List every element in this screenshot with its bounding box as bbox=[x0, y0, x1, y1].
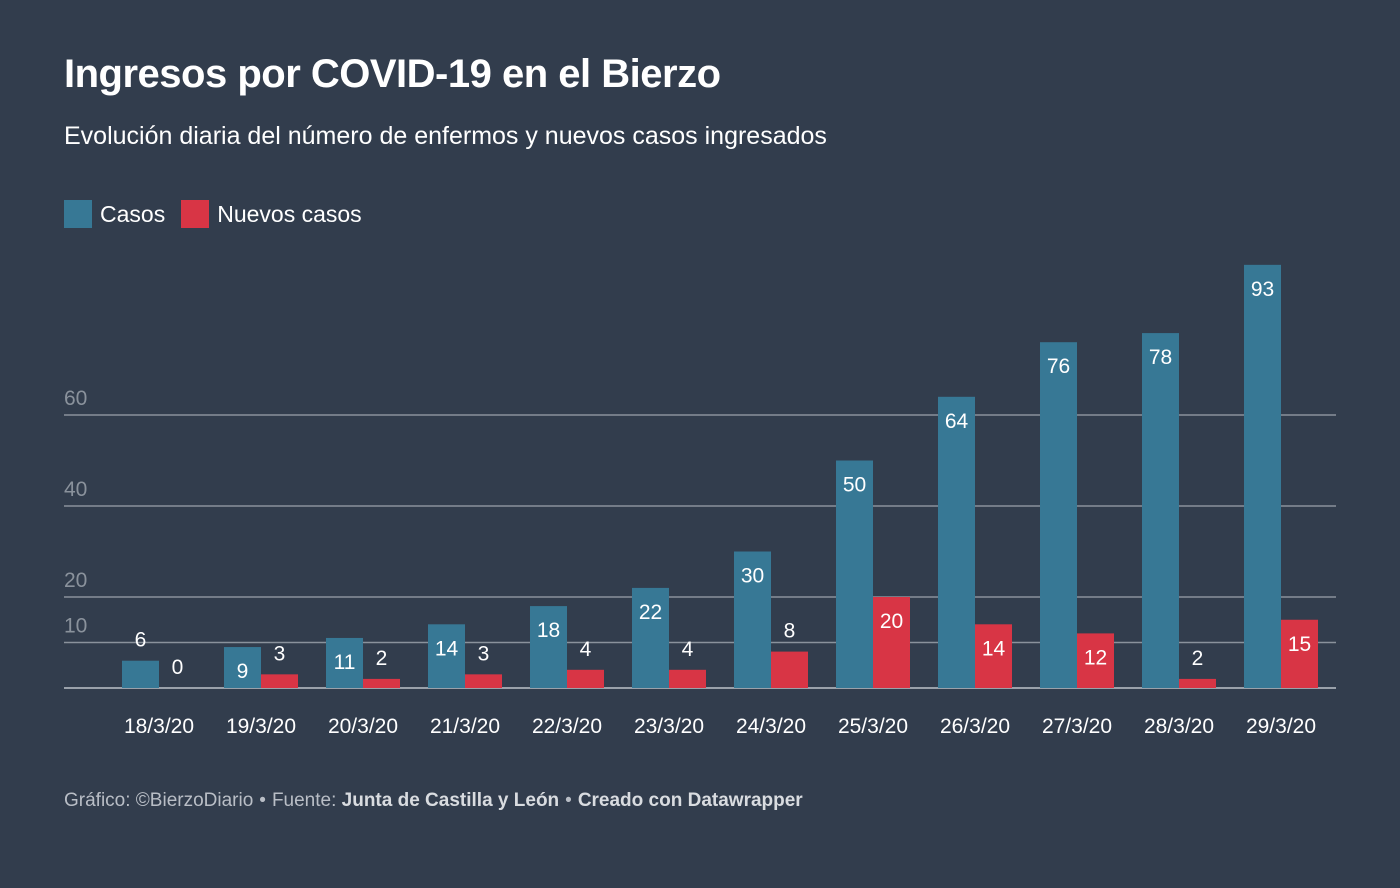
bar-nuevos-casos-2 bbox=[363, 678, 400, 688]
bar-nuevos-casos-7 bbox=[873, 597, 910, 688]
x-tick-label-3: 21/3/20 bbox=[430, 715, 500, 738]
data-label-nuevos-casos-3: 3 bbox=[478, 642, 490, 665]
bar-casos-9 bbox=[1040, 342, 1077, 688]
x-tick-label-7: 25/3/20 bbox=[838, 715, 908, 738]
bar-nuevos-casos-6 bbox=[771, 651, 808, 688]
data-label-casos-7: 50 bbox=[843, 474, 866, 497]
bar-casos-8 bbox=[938, 396, 975, 688]
data-label-casos-3: 14 bbox=[435, 637, 459, 660]
bar-casos-0 bbox=[122, 660, 159, 688]
bar-nuevos-casos-4 bbox=[567, 669, 604, 688]
bar-nuevos-casos-5 bbox=[669, 669, 706, 688]
footer-source: Junta de Castilla y León bbox=[341, 790, 560, 811]
data-label-casos-11: 93 bbox=[1251, 278, 1274, 301]
y-tick-label-40: 40 bbox=[64, 478, 87, 501]
legend-label-casos: Casos bbox=[100, 200, 166, 227]
bar-casos-5 bbox=[632, 587, 669, 688]
bar-nuevos-casos-11 bbox=[1281, 619, 1318, 688]
footer-source-label: Fuente: bbox=[271, 790, 337, 811]
legend-swatch-nuevos-casos bbox=[181, 200, 210, 228]
bar-casos-4 bbox=[530, 606, 567, 688]
x-tick-label-11: 29/3/20 bbox=[1246, 715, 1316, 738]
legend-item-nuevos-casos: Nuevos casos bbox=[181, 200, 362, 228]
data-label-nuevos-casos-6: 8 bbox=[784, 620, 796, 643]
legend-swatch-casos bbox=[64, 200, 92, 228]
data-label-casos-10: 78 bbox=[1149, 346, 1172, 369]
footer: Gráfico: ©BierzoDiario • Fuente: Junta de … bbox=[64, 790, 803, 811]
legend-item-casos: Casos bbox=[64, 200, 165, 228]
bar-casos-2 bbox=[326, 637, 363, 688]
data-label-nuevos-casos-2: 2 bbox=[376, 647, 388, 670]
data-label-nuevos-casos-4: 4 bbox=[580, 638, 592, 661]
x-tick-label-9: 27/3/20 bbox=[1042, 715, 1112, 738]
data-label-casos-1: 9 bbox=[237, 660, 249, 683]
data-label-casos-5: 22 bbox=[639, 601, 662, 624]
bar-nuevos-casos-8 bbox=[975, 624, 1012, 688]
bar-nuevos-casos-1 bbox=[261, 674, 298, 688]
bar-nuevos-casos-10 bbox=[1179, 678, 1216, 688]
chart-subtitle: Evolución diaria del número de enfermos … bbox=[64, 122, 827, 150]
legend-label-nuevos-casos: Nuevos casos bbox=[217, 200, 362, 227]
y-tick-label-10: 10 bbox=[64, 615, 87, 638]
bar-nuevos-casos-3 bbox=[465, 674, 502, 688]
bar-nuevos-casos-9 bbox=[1077, 633, 1114, 688]
bar-casos-6 bbox=[734, 551, 771, 688]
x-tick-label-4: 22/3/20 bbox=[532, 715, 602, 738]
data-label-nuevos-casos-0: 0 bbox=[172, 656, 184, 679]
data-label-casos-0: 6 bbox=[135, 629, 147, 652]
bar-casos-11 bbox=[1244, 264, 1281, 688]
data-label-nuevos-casos-8: 14 bbox=[982, 637, 1006, 660]
x-tick-label-5: 23/3/20 bbox=[634, 715, 704, 738]
data-label-casos-9: 76 bbox=[1047, 355, 1070, 378]
y-tick-label-60: 60 bbox=[64, 387, 87, 410]
y-tick-label-20: 20 bbox=[64, 569, 87, 592]
footer-created: Creado con Datawrapper bbox=[577, 790, 803, 811]
x-tick-label-1: 19/3/20 bbox=[226, 715, 296, 738]
data-label-casos-6: 30 bbox=[741, 565, 764, 588]
bar-casos-7 bbox=[836, 460, 873, 688]
footer-credit: Gráfico: ©BierzoDiario bbox=[64, 790, 254, 811]
data-label-casos-4: 18 bbox=[537, 619, 560, 642]
x-tick-label-10: 28/3/20 bbox=[1144, 715, 1214, 738]
data-label-nuevos-casos-5: 4 bbox=[682, 638, 694, 661]
legend: Casos Nuevos casos bbox=[64, 200, 378, 228]
x-tick-label-2: 20/3/20 bbox=[328, 715, 398, 738]
data-label-nuevos-casos-10: 2 bbox=[1192, 647, 1204, 670]
bar-casos-10 bbox=[1142, 333, 1179, 688]
x-tick-label-0: 18/3/20 bbox=[124, 715, 194, 738]
bar-casos-3 bbox=[428, 624, 465, 688]
bar-casos-1 bbox=[224, 647, 261, 688]
data-label-nuevos-casos-1: 3 bbox=[274, 642, 286, 665]
data-label-nuevos-casos-7: 20 bbox=[880, 610, 903, 633]
data-label-casos-2: 11 bbox=[334, 651, 356, 674]
chart-title: Ingresos por COVID-19 en el Bierzo bbox=[64, 52, 721, 96]
data-label-nuevos-casos-9: 12 bbox=[1084, 646, 1107, 669]
x-tick-label-8: 26/3/20 bbox=[940, 715, 1010, 738]
data-label-nuevos-casos-11: 15 bbox=[1288, 633, 1311, 656]
data-label-casos-8: 64 bbox=[945, 410, 969, 433]
x-tick-label-6: 24/3/20 bbox=[736, 715, 806, 738]
